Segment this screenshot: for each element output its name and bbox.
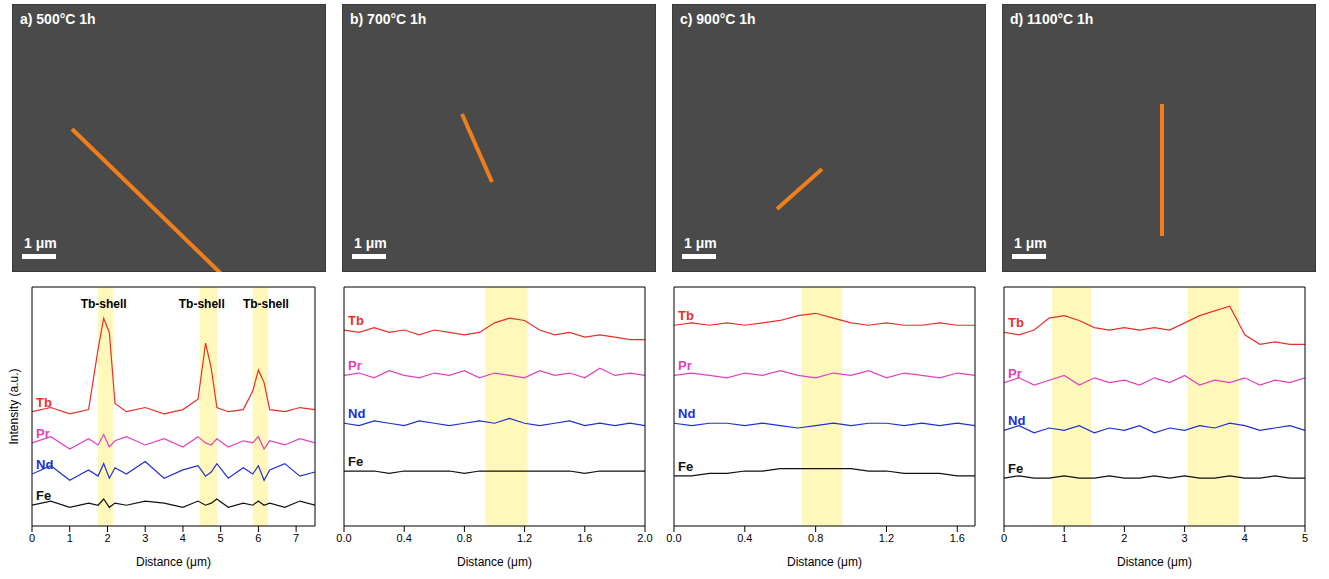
svg-text:Distance (μm): Distance (μm) <box>1117 555 1192 569</box>
svg-text:Fe: Fe <box>36 488 51 503</box>
svg-text:Distance (μm): Distance (μm) <box>457 555 532 569</box>
svg-text:Intensity (a.u.): Intensity (a.u.) <box>7 368 21 444</box>
svg-text:1.2: 1.2 <box>879 532 894 544</box>
svg-text:Distance (μm): Distance (μm) <box>136 555 211 569</box>
svg-text:1: 1 <box>1061 532 1067 544</box>
svg-text:1.2: 1.2 <box>517 532 532 544</box>
svg-text:a) 500°C 1h: a) 500°C 1h <box>20 11 96 27</box>
svg-text:2.0: 2.0 <box>637 532 652 544</box>
svg-text:4: 4 <box>180 532 186 544</box>
svg-text:b) 700°C 1h: b) 700°C 1h <box>350 11 426 27</box>
svg-text:1.6: 1.6 <box>950 532 965 544</box>
svg-text:Nd: Nd <box>1008 413 1025 428</box>
svg-text:Tb: Tb <box>678 308 694 323</box>
svg-text:Pr: Pr <box>36 426 50 441</box>
svg-text:5: 5 <box>1302 532 1308 544</box>
svg-text:2: 2 <box>1121 532 1127 544</box>
svg-text:Tb: Tb <box>1008 315 1024 330</box>
svg-text:Tb: Tb <box>36 395 52 410</box>
svg-text:1.6: 1.6 <box>577 532 592 544</box>
svg-text:0.0: 0.0 <box>666 532 681 544</box>
svg-text:Pr: Pr <box>348 358 362 373</box>
svg-text:d) 1100°C 1h: d) 1100°C 1h <box>1010 11 1093 27</box>
svg-text:1 μm: 1 μm <box>24 235 57 251</box>
svg-text:5: 5 <box>218 532 224 544</box>
svg-text:4: 4 <box>1242 532 1248 544</box>
svg-text:Tb-shell: Tb-shell <box>179 297 225 311</box>
svg-text:0.4: 0.4 <box>737 532 752 544</box>
svg-text:1 μm: 1 μm <box>1014 235 1047 251</box>
svg-text:0: 0 <box>29 532 35 544</box>
svg-text:Fe: Fe <box>348 454 363 469</box>
svg-text:3: 3 <box>1182 532 1188 544</box>
svg-text:Nd: Nd <box>348 406 365 421</box>
svg-text:3: 3 <box>142 532 148 544</box>
svg-text:Tb: Tb <box>348 313 364 328</box>
svg-text:7: 7 <box>293 532 299 544</box>
svg-text:Fe: Fe <box>1008 461 1023 476</box>
svg-text:1 μm: 1 μm <box>684 235 717 251</box>
svg-text:Fe: Fe <box>678 459 693 474</box>
svg-text:Tb-shell: Tb-shell <box>243 297 289 311</box>
svg-text:0.0: 0.0 <box>336 532 351 544</box>
svg-text:2: 2 <box>104 532 110 544</box>
svg-text:Tb-shell: Tb-shell <box>81 297 127 311</box>
svg-text:0.8: 0.8 <box>457 532 472 544</box>
svg-text:0.4: 0.4 <box>397 532 412 544</box>
svg-text:0.8: 0.8 <box>808 532 823 544</box>
svg-text:c) 900°C 1h: c) 900°C 1h <box>680 11 756 27</box>
svg-text:Nd: Nd <box>36 457 53 472</box>
svg-text:1 μm: 1 μm <box>354 235 387 251</box>
svg-text:Distance (μm): Distance (μm) <box>787 555 862 569</box>
svg-text:Nd: Nd <box>678 406 695 421</box>
svg-text:Pr: Pr <box>1008 366 1022 381</box>
svg-text:0: 0 <box>1001 532 1007 544</box>
svg-text:6: 6 <box>255 532 261 544</box>
svg-text:1: 1 <box>67 532 73 544</box>
svg-text:Pr: Pr <box>678 358 692 373</box>
